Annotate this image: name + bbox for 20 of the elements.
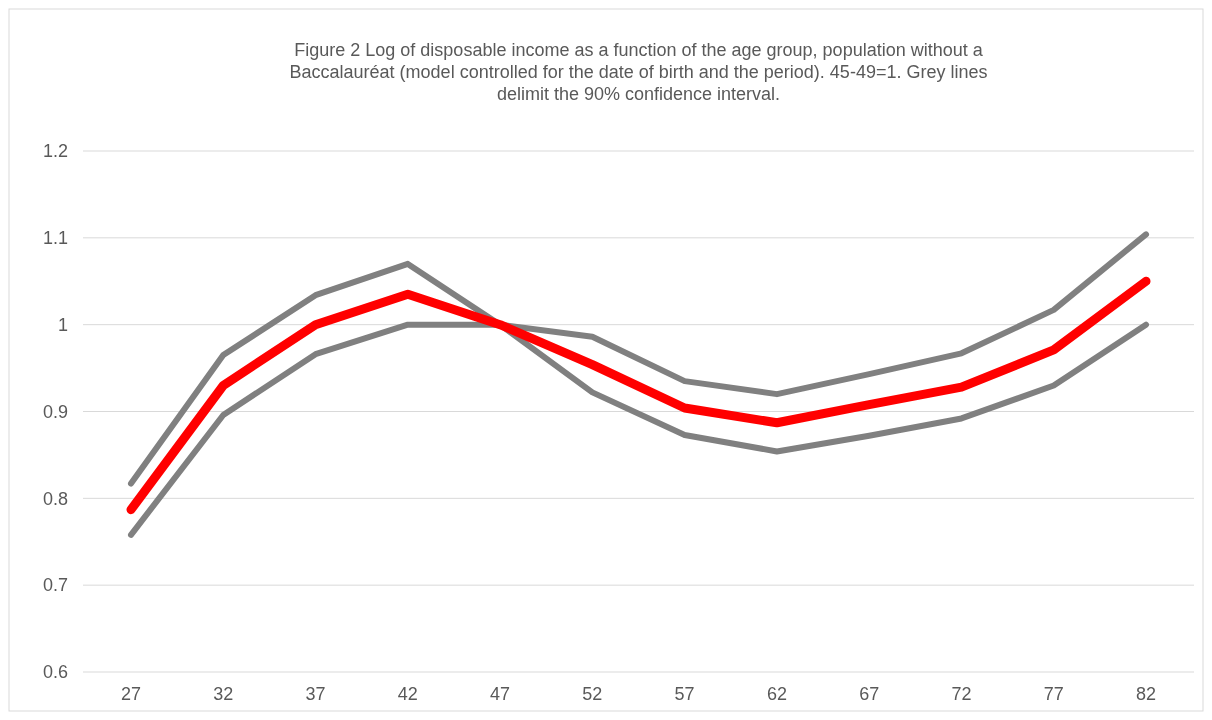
x-tick-label: 82 xyxy=(1135,684,1157,704)
x-tick-label: 57 xyxy=(674,684,695,704)
y-tick-label: 0.6 xyxy=(42,662,68,683)
x-tick-label: 42 xyxy=(397,684,418,704)
x-tick-label: 77 xyxy=(1043,684,1064,704)
y-tick-label: 1.2 xyxy=(42,141,68,162)
x-tick-label: 67 xyxy=(859,684,880,704)
x-tick-label: 72 xyxy=(951,684,972,704)
x-tick-label: 52 xyxy=(582,684,603,704)
y-tick-label: 1.1 xyxy=(42,228,68,249)
y-tick-label: 1 xyxy=(57,314,68,335)
x-tick-label: 32 xyxy=(213,684,234,704)
y-tick-label: 0.9 xyxy=(42,401,68,422)
x-tick-label: 47 xyxy=(490,684,511,704)
y-tick-label: 0.8 xyxy=(42,488,68,509)
x-tick-label: 27 xyxy=(120,684,142,704)
x-tick-label: 62 xyxy=(766,684,787,704)
x-tick-label: 37 xyxy=(305,684,326,704)
y-tick-label: 0.7 xyxy=(42,575,68,596)
chart-title: Figure 2 Log of disposable income as a function of the age group, population without a Baccalauréat (model controlled for the date of birth and the period). 45-49=1. Grey lines delimit the 90% confidence interval. xyxy=(289,40,988,104)
